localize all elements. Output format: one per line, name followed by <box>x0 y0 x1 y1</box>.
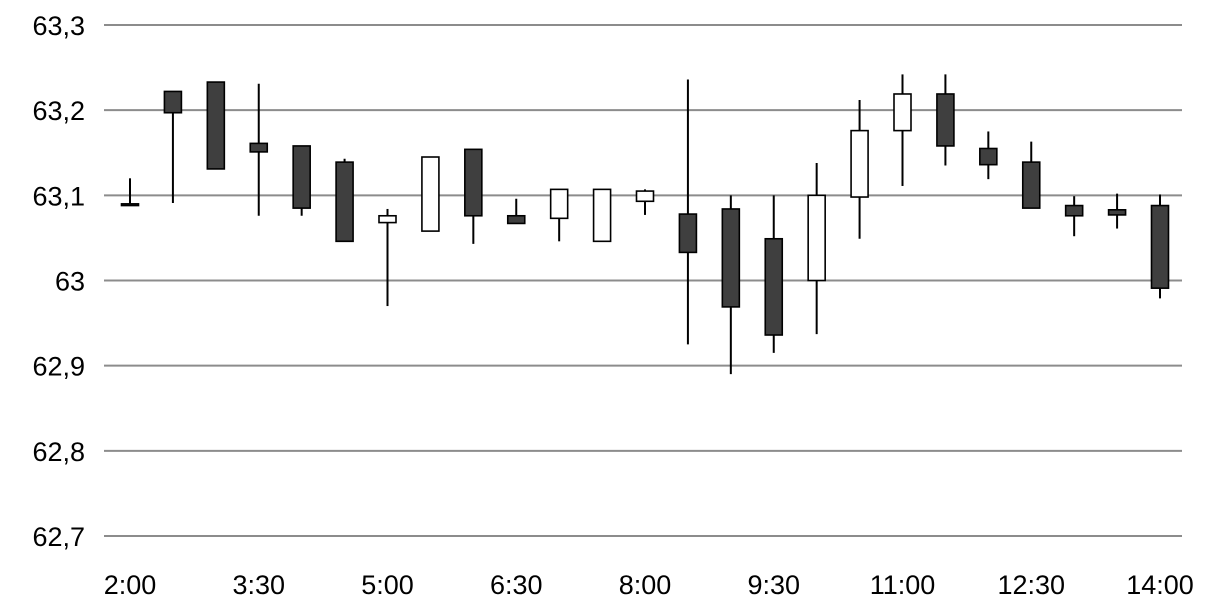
candle <box>506 198 526 225</box>
x-axis-tick-labels: 2:00 3:30 5:00 6:30 8:00 9:30 11:00 12:30 14:00 <box>104 570 1194 600</box>
candle-body-falling <box>249 142 269 153</box>
candle <box>1107 193 1127 229</box>
candle-body-falling <box>1021 161 1041 209</box>
candle-body-falling <box>292 145 311 209</box>
candle <box>335 158 354 243</box>
candle-body-falling <box>335 161 354 243</box>
candle-body-falling <box>721 208 741 308</box>
candle <box>120 178 140 207</box>
candle-body-rising <box>549 188 569 220</box>
y-tick-label: 62,7 <box>32 522 85 552</box>
candle <box>936 74 955 166</box>
candle-body-rising <box>378 214 397 224</box>
candle-body-falling <box>464 148 483 217</box>
candle <box>893 74 912 186</box>
candle-body-falling <box>206 81 226 170</box>
candle-body-falling <box>163 90 183 114</box>
y-tick-label: 63,3 <box>32 11 85 41</box>
candle <box>421 156 440 232</box>
x-tick-label: 5:00 <box>361 570 414 600</box>
candle-body-falling <box>506 214 526 225</box>
x-tick-label: 14:00 <box>1126 570 1194 600</box>
candle-body-falling <box>979 147 998 166</box>
candle <box>592 188 612 243</box>
candle-body-falling <box>1107 209 1127 216</box>
candle <box>1021 141 1041 209</box>
candle <box>206 81 226 170</box>
candle-body-falling <box>678 213 698 254</box>
candle-body-rising <box>592 188 612 243</box>
candle <box>850 99 869 239</box>
candle <box>979 131 998 180</box>
candle-body-falling <box>120 203 140 207</box>
x-tick-label: 12:30 <box>997 570 1065 600</box>
x-tick-label: 8:00 <box>619 570 672 600</box>
candle <box>378 208 397 307</box>
candle-body-rising <box>807 194 826 282</box>
y-tick-label: 63,1 <box>32 181 85 211</box>
gridlines <box>104 24 1182 537</box>
candle-body-rising <box>421 156 440 232</box>
candle <box>1064 196 1084 237</box>
y-tick-label: 62,8 <box>32 437 85 467</box>
candle <box>635 189 655 215</box>
candle-body-falling <box>764 237 784 336</box>
candle <box>764 195 784 353</box>
y-tick-label: 63,2 <box>32 96 85 126</box>
candle-body-falling <box>1064 204 1084 217</box>
candle-body-falling <box>1150 204 1170 289</box>
candle <box>1150 194 1170 299</box>
y-tick-label: 62,9 <box>32 352 85 382</box>
y-axis-tick-labels: 63,3 63,2 63,1 63 62,9 62,8 62,7 <box>32 11 85 552</box>
candle-body-rising <box>893 93 912 132</box>
candle-body-falling <box>936 93 955 147</box>
x-tick-label: 2:00 <box>104 570 157 600</box>
candle <box>249 83 269 216</box>
candle <box>721 195 741 375</box>
candle-body-rising <box>635 190 655 203</box>
candle <box>549 188 569 242</box>
x-tick-label: 3:30 <box>232 570 285 600</box>
candle <box>678 79 698 345</box>
x-tick-label: 11:00 <box>870 570 936 600</box>
candle <box>464 148 483 244</box>
x-tick-label: 6:30 <box>490 570 543 600</box>
x-tick-label: 9:30 <box>747 570 800 600</box>
candles <box>120 74 1170 375</box>
y-tick-label: 63 <box>55 267 85 297</box>
candle-body-rising <box>850 129 869 198</box>
candle <box>163 90 183 203</box>
candle <box>292 145 311 216</box>
candle <box>807 162 826 335</box>
